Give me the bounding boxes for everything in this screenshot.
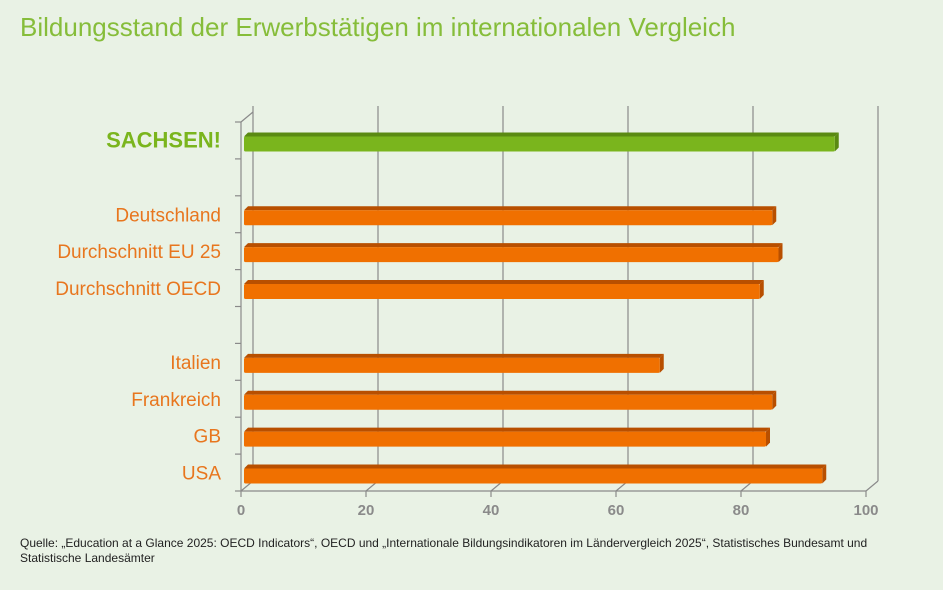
x-tick-label: 100 <box>853 502 878 519</box>
bar-side <box>778 243 783 263</box>
category-label: SACHSEN! <box>106 127 221 152</box>
x-tick-label: 80 <box>733 502 750 519</box>
category-label: Durchschnitt EU 25 <box>57 242 221 263</box>
chart-title: Bildungsstand der Erwerbstätigen im inte… <box>20 12 736 42</box>
bar-side <box>772 390 777 410</box>
bar-side <box>772 206 777 226</box>
bar-top <box>244 280 764 285</box>
bar-top <box>244 243 783 248</box>
bar-side <box>659 353 664 373</box>
bar-top <box>244 390 777 395</box>
bar-side <box>834 132 839 152</box>
category-label: USA <box>182 464 221 485</box>
y-axis-top <box>240 111 254 123</box>
bar <box>244 136 835 152</box>
bar <box>244 357 660 373</box>
bar-top <box>244 427 770 432</box>
bar-side <box>766 427 770 447</box>
category-label: Deutschland <box>115 205 221 226</box>
category-label: Frankreich <box>131 390 221 411</box>
bar <box>244 284 760 300</box>
bar <box>244 247 779 263</box>
category-label: GB <box>194 427 221 448</box>
bar-side <box>759 280 764 300</box>
bar-side <box>822 464 827 484</box>
floor-gridline <box>865 480 879 492</box>
x-tick-label: 40 <box>483 502 500 519</box>
bar <box>244 210 773 226</box>
x-tick-label: 20 <box>358 502 375 519</box>
bar <box>244 468 823 484</box>
category-label: Durchschnitt OECD <box>55 279 221 300</box>
source-note: Quelle: „Education at a Glance 2025: OEC… <box>20 536 868 565</box>
bar <box>244 394 773 410</box>
bar-chart: 0 20 40 60 80 100 SACHSEN! Deutschland Durchschn… <box>55 106 879 519</box>
x-tick-label: 60 <box>608 502 625 519</box>
category-label: Italien <box>170 353 221 374</box>
bar-top <box>244 132 839 137</box>
bar-top <box>244 353 664 358</box>
bar-top <box>244 206 777 211</box>
bar <box>244 431 766 447</box>
x-tick-label: 0 <box>237 502 245 519</box>
bar-top <box>244 464 827 469</box>
